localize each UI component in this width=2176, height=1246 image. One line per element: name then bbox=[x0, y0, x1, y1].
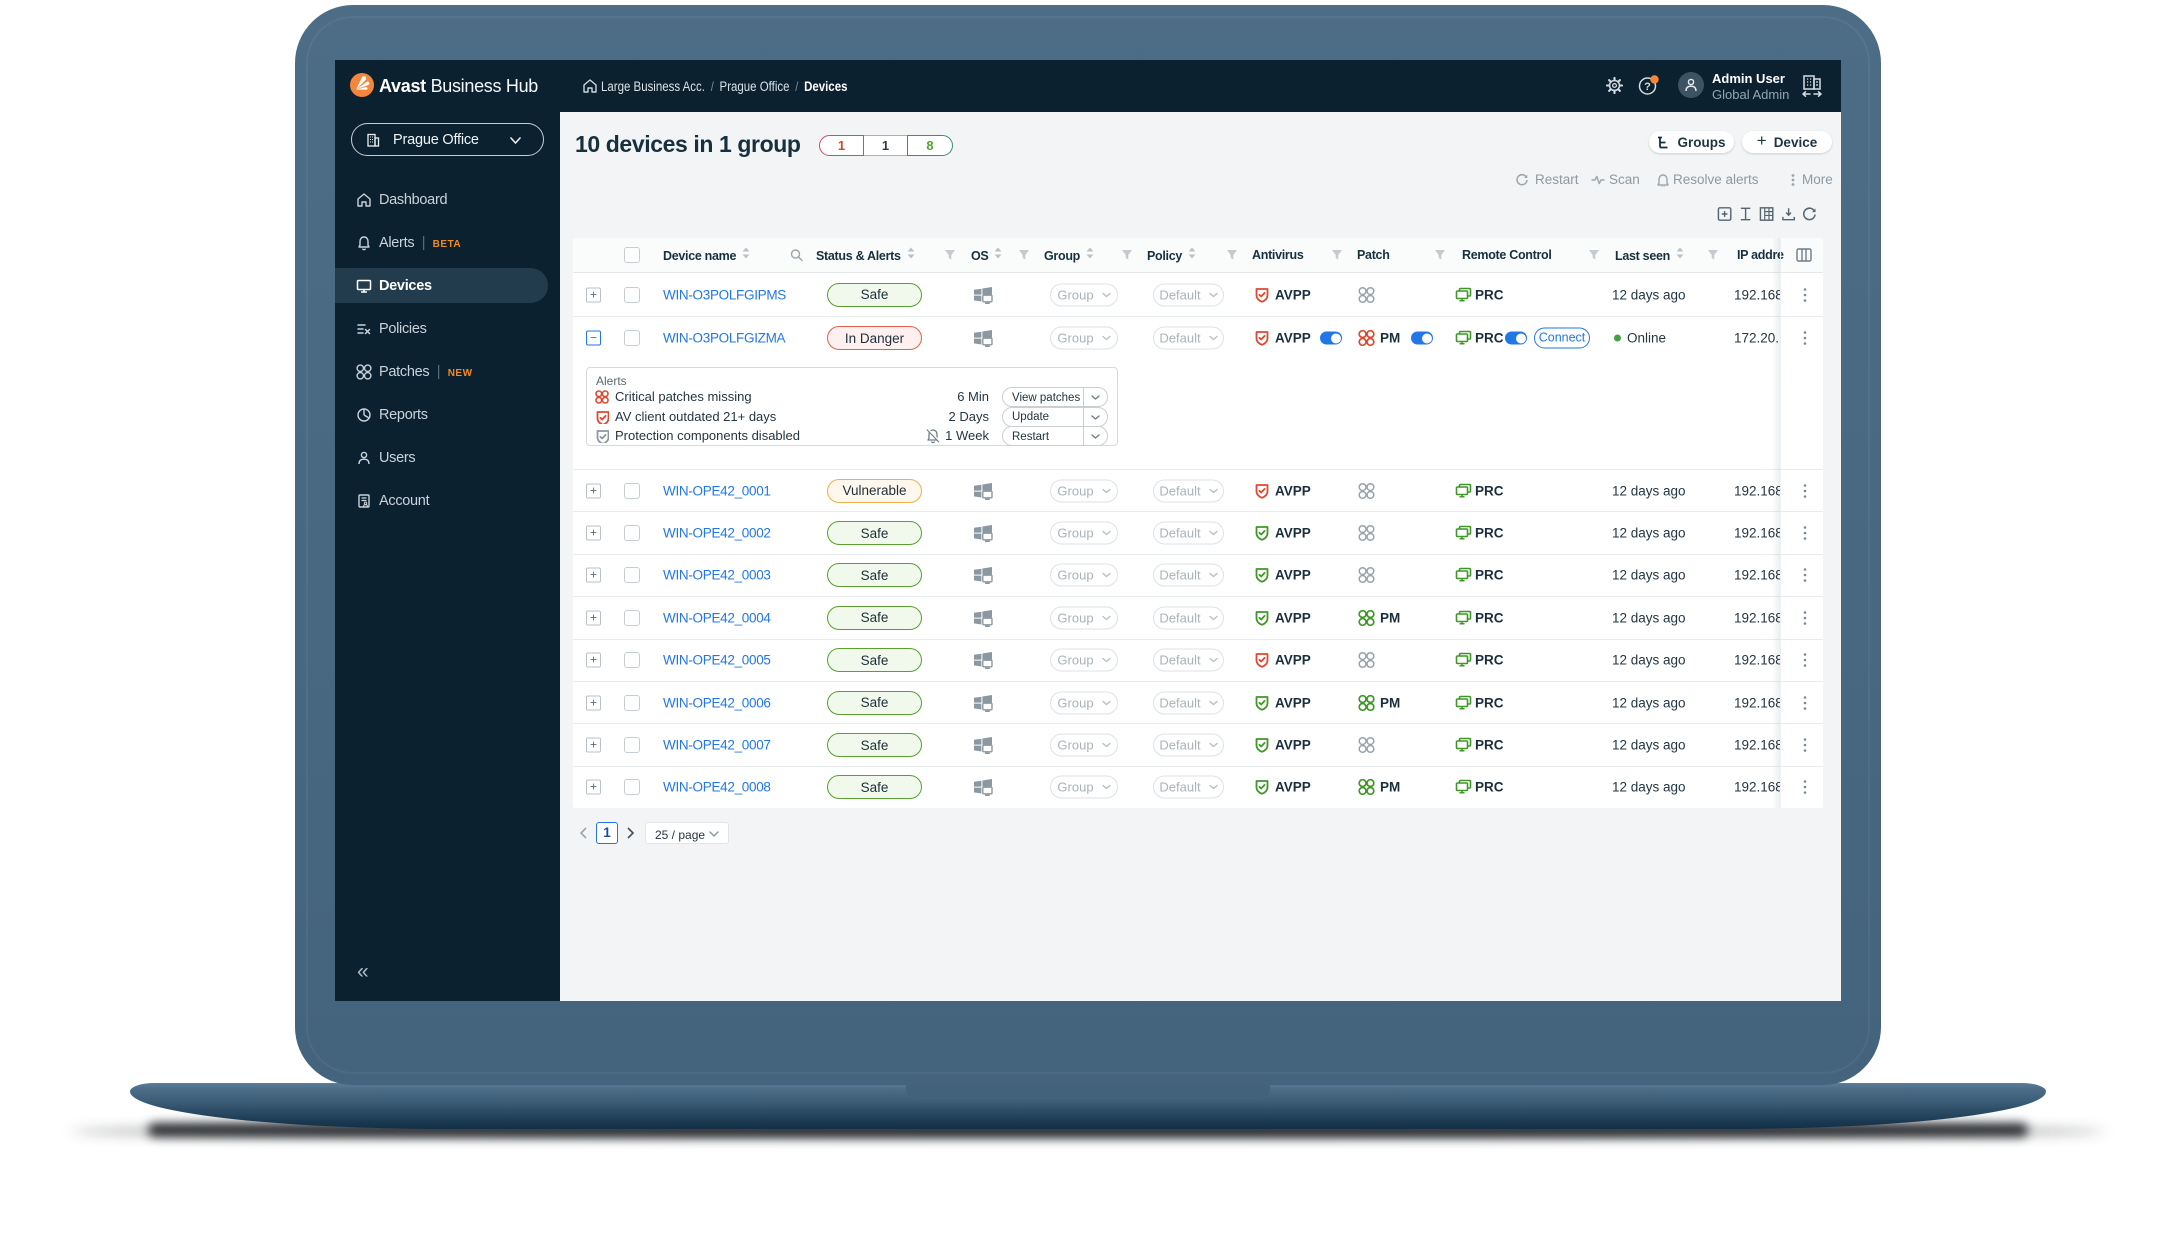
svg-text:?: ? bbox=[1644, 81, 1651, 93]
